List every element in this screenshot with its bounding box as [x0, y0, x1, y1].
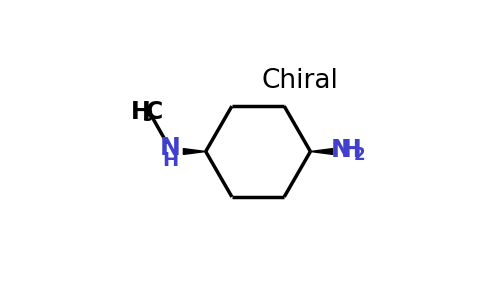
Text: H: H	[162, 151, 179, 170]
Text: 3: 3	[143, 109, 153, 124]
Text: H: H	[131, 100, 151, 124]
Text: C: C	[146, 100, 163, 124]
Text: N: N	[160, 136, 181, 160]
Polygon shape	[183, 148, 206, 154]
Text: 2: 2	[354, 146, 365, 164]
Text: H: H	[341, 138, 362, 162]
Text: N: N	[331, 138, 352, 162]
Text: Chiral: Chiral	[262, 68, 339, 94]
Polygon shape	[310, 148, 333, 154]
